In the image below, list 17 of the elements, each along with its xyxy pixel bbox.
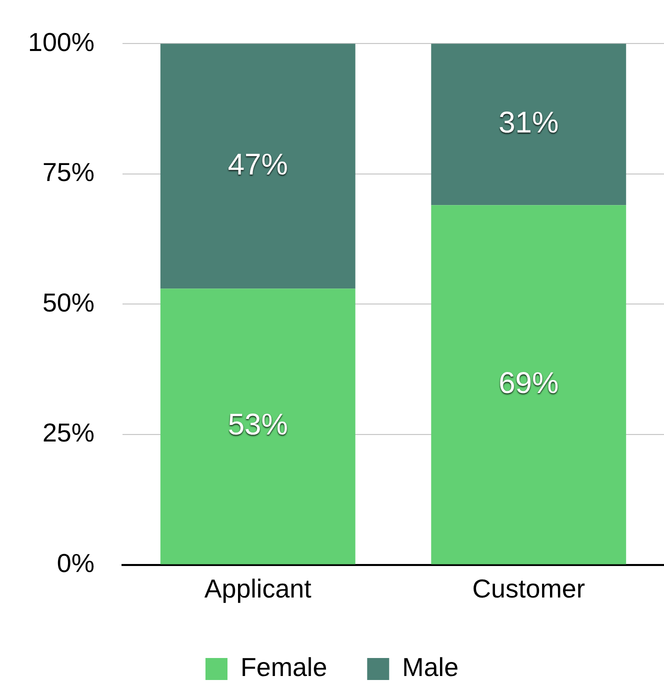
legend-label: Female — [240, 652, 328, 682]
x-tick-label: Customer — [472, 574, 586, 604]
data-label: 31% — [498, 106, 559, 140]
data-label: 53% — [228, 408, 288, 442]
bar — [431, 205, 626, 564]
data-label: 47% — [228, 148, 288, 182]
legend-label: Male — [402, 652, 459, 682]
bar — [431, 44, 626, 206]
y-tick-label: 0% — [56, 548, 94, 578]
y-tick-label: 25% — [42, 418, 94, 448]
x-tick-label: Applicant — [204, 574, 312, 604]
y-tick-label: 50% — [42, 287, 94, 318]
bar — [160, 288, 356, 564]
data-label: 69% — [498, 367, 559, 400]
y-tick-label: 75% — [42, 157, 94, 188]
bar — [160, 44, 356, 289]
y-tick-label: 100% — [28, 26, 94, 57]
